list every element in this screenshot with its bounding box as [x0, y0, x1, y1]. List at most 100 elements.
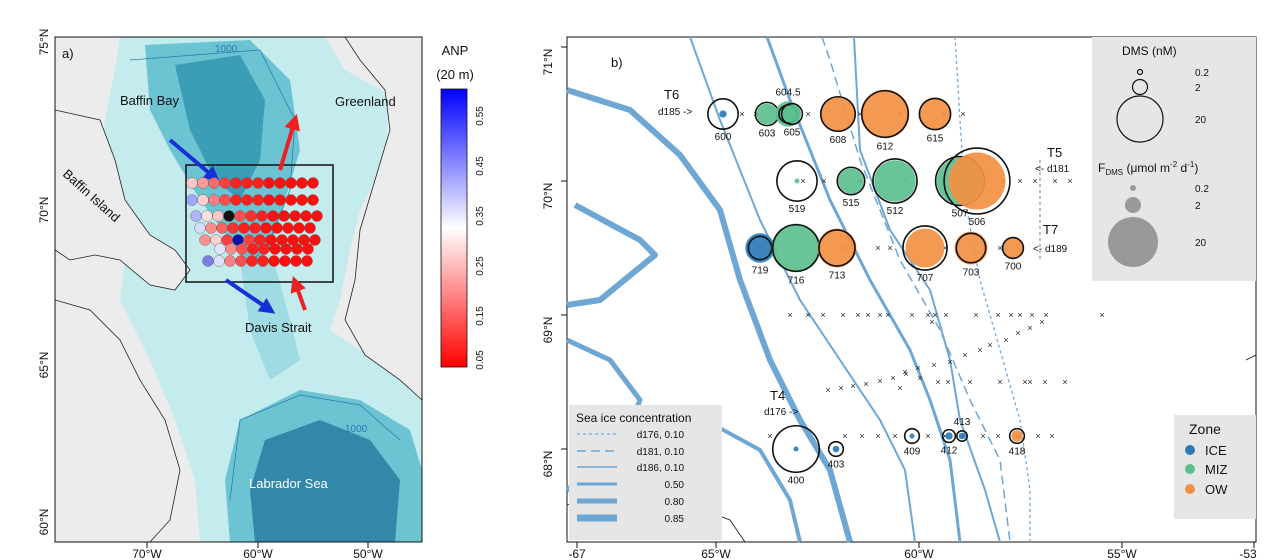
sampling-marker: ×	[962, 350, 967, 360]
current-arrow-north-south	[290, 275, 307, 311]
anp-dot	[279, 255, 291, 267]
anp-dot	[219, 177, 231, 189]
anp-dot	[241, 177, 253, 189]
station-409: 409	[904, 427, 921, 457]
anp-dot	[274, 177, 286, 189]
sampling-marker: ×	[967, 377, 972, 387]
anp-dot	[307, 177, 319, 189]
station-label: 418	[1009, 446, 1026, 457]
station-label: 716	[788, 275, 805, 286]
sampling-marker: ×	[909, 310, 914, 320]
station-flux-disc	[860, 89, 910, 139]
anp-dot	[269, 243, 281, 255]
station-label: 615	[927, 133, 944, 144]
sampling-marker: ×	[942, 431, 947, 441]
station-label: 512	[887, 206, 904, 217]
colorbar-gradient	[440, 88, 468, 368]
anp-dot	[197, 177, 209, 189]
b-lon-tick-60: 60°W	[904, 547, 934, 560]
sampling-marker: ×	[917, 373, 922, 383]
fdms-legend-20: 20	[1195, 238, 1207, 249]
station-label: 719	[752, 266, 769, 277]
anp-dot	[290, 255, 302, 267]
sampling-marker: ×	[903, 369, 908, 379]
station-dms-ring	[1001, 236, 1025, 260]
dms-legend-20: 20	[1195, 115, 1207, 126]
anp-dot	[257, 255, 269, 267]
b-lon-tick-53: -53	[1239, 547, 1257, 560]
anp-dot	[234, 210, 246, 222]
sampling-marker: ×	[897, 383, 902, 393]
anp-dot	[296, 194, 308, 206]
panel-b: b) × × × × ×× × × × × ×× × × ×× × × × × × × × × × × × × × × × × × ×× ××…	[541, 36, 1257, 560]
transect-t6-day: d185 ->	[658, 107, 692, 118]
station-413: 413	[954, 417, 971, 442]
anp-dot	[205, 222, 217, 234]
anp-dot	[213, 255, 225, 267]
anp-dot	[224, 255, 236, 267]
zone-ice-label: ICE	[1205, 443, 1227, 458]
dms-legend: DMS (nM) 0.2 2 20 FDMS (μmol m-2 d-1) 0.…	[1092, 37, 1256, 281]
anp-dot	[247, 243, 259, 255]
station-dms-ring	[860, 89, 910, 139]
coastline-greenland	[1245, 354, 1257, 361]
sampling-marker: ×	[805, 109, 810, 119]
anp-dot	[230, 177, 242, 189]
anp-dot	[201, 210, 213, 222]
transect-t4-label: T4	[770, 388, 785, 403]
anp-dot	[256, 210, 268, 222]
sampling-marker: ×	[875, 243, 880, 253]
anp-dot	[225, 243, 237, 255]
station-615: 615	[918, 97, 952, 144]
station-label: 608	[830, 135, 847, 146]
sampling-marker: ×	[935, 377, 940, 387]
anp-dot	[280, 243, 292, 255]
sampling-marker: ×	[902, 367, 907, 377]
station-flux-disc	[756, 103, 778, 125]
station-403: 403	[828, 440, 845, 470]
transect-t7-day: <- d189	[1033, 244, 1068, 255]
sampling-marker: ×	[857, 109, 862, 119]
station-label: 700	[1005, 261, 1022, 272]
transect-t6-label: T6	[664, 87, 679, 102]
sampling-marker: ×	[1042, 377, 1047, 387]
anp-dot	[235, 255, 247, 267]
sampling-marker: ×	[805, 310, 810, 320]
anp-dot	[202, 255, 214, 267]
station-703: 703	[954, 231, 988, 278]
transect-t5-label: T5	[1047, 145, 1062, 160]
anp-dot	[267, 210, 279, 222]
panel-a-label: a)	[62, 46, 74, 61]
anp-dot	[249, 222, 261, 234]
lat-tick-65: 65°N	[37, 352, 51, 379]
ice-line-d186b	[853, 36, 1001, 543]
station-flux-disc	[782, 104, 802, 124]
sampling-marker: ×	[977, 345, 982, 355]
contour-label-1000-north: 1000	[215, 44, 238, 55]
b-lat-tick-68: 68°N	[541, 451, 555, 478]
sampling-marker: ×	[973, 310, 978, 320]
sampling-marker: ×	[980, 431, 985, 441]
ice-line-050	[704, 418, 802, 543]
ice-line-085	[566, 87, 853, 543]
anp-dot	[268, 255, 280, 267]
station-label: 605	[784, 127, 801, 138]
station-713: 713	[817, 228, 857, 281]
anp-dot	[190, 210, 202, 222]
zone-ow-swatch	[1185, 484, 1195, 494]
anp-dot	[227, 222, 239, 234]
anp-dot	[238, 222, 250, 234]
zone-ow-label: OW	[1205, 482, 1228, 497]
anp-dot	[311, 210, 323, 222]
panel-b-lat-axis: 71°N 70°N 69°N 68°N	[541, 46, 567, 478]
sampling-marker: ×	[942, 243, 947, 253]
station-608: 608	[819, 95, 857, 146]
sampling-marker: ×	[1032, 176, 1037, 186]
anp-dot	[293, 222, 305, 234]
anp-dot	[230, 194, 242, 206]
ice-legend-d186: d186, 0.10	[637, 463, 685, 474]
station-flux-disc	[1002, 237, 1024, 259]
anp-dot	[263, 177, 275, 189]
